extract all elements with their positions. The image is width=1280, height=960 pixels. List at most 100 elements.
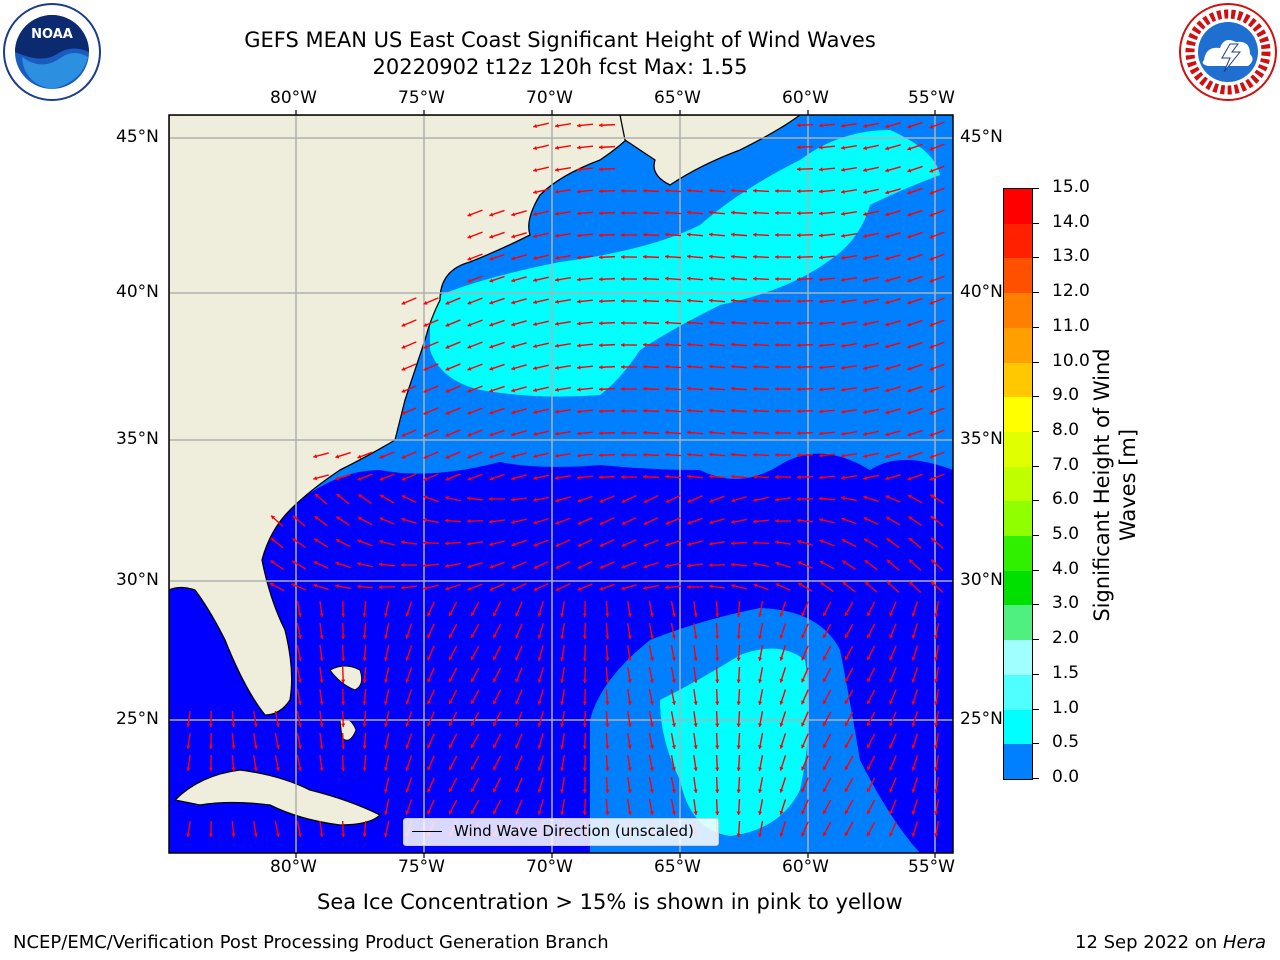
wave-arrow-head: [555, 409, 559, 414]
wave-arrow-head: [555, 586, 560, 591]
wave-arrow-head: [423, 322, 428, 327]
wave-arrow-head: [621, 276, 625, 282]
wave-arrow-head: [687, 520, 692, 525]
wave-arrow-head: [643, 232, 647, 237]
wave-arrow-head: [709, 584, 713, 589]
wave-arrow-head: [863, 431, 867, 437]
wave-arrow-head: [758, 789, 763, 793]
colorbar-tick-mark: [1033, 257, 1039, 259]
wave-arrow-head: [797, 211, 801, 216]
colorbar-segment: [1004, 223, 1032, 259]
wave-arrow-head: [470, 634, 475, 639]
wave-arrow-head: [736, 657, 741, 661]
wave-arrow-head: [621, 542, 626, 547]
wave-arrow-head: [511, 587, 516, 591]
wave-arrow-head: [253, 723, 258, 727]
wave-arrow-head: [758, 701, 763, 705]
wave-arrow-head: [779, 656, 784, 661]
wave-arrow-head: [775, 188, 779, 194]
wave-arrow-head: [693, 679, 698, 683]
wave-arrow-head: [709, 520, 714, 525]
wave-arrow-head: [253, 833, 258, 837]
wave-arrow-head: [907, 146, 912, 151]
wave-arrow-head: [885, 256, 890, 261]
wave-arrow-head: [489, 234, 494, 239]
wave-arrow-head: [467, 234, 472, 239]
wave-arrow-head: [841, 475, 845, 480]
wave-arrow-head: [866, 788, 871, 793]
wave-arrow-head: [709, 452, 713, 457]
wave-arrow-head: [555, 453, 559, 458]
wave-arrow-head: [801, 744, 806, 749]
wave-arrow-head: [885, 300, 890, 305]
wave-arrow-head: [313, 476, 318, 481]
wave-arrow-head: [693, 723, 698, 727]
wave-arrow-head: [605, 789, 610, 793]
wave-arrow-head: [275, 767, 281, 771]
wave-arrow-head: [537, 766, 542, 771]
wave-arrow-head: [649, 811, 655, 815]
wave-arrow-head: [709, 276, 713, 281]
wave-arrow-head: [470, 766, 475, 771]
wave-arrow-head: [489, 496, 493, 502]
wave-arrow-head: [379, 517, 384, 522]
wave-arrow-head: [709, 320, 713, 325]
wave-arrow-head: [934, 789, 939, 793]
wave-arrow-head: [687, 584, 691, 590]
wave-arrow-head: [779, 766, 784, 771]
wave-arrow-head: [801, 788, 806, 793]
wave-arrow-head: [605, 613, 610, 617]
wave-arrow-head: [709, 232, 713, 237]
wave-arrow-head: [423, 563, 427, 568]
wave-arrow-head: [467, 476, 472, 481]
wave-arrow-head: [275, 723, 281, 727]
wave-arrow-head: [889, 678, 894, 683]
wave-arrow-head: [362, 679, 367, 683]
wave-arrow-head: [929, 256, 934, 261]
wave-arrow-head: [470, 700, 475, 705]
wave-arrow-head: [671, 635, 676, 639]
wave-arrow-head: [822, 788, 827, 793]
wave-arrow-head: [907, 344, 912, 349]
wave-arrow-head: [445, 322, 450, 327]
wave-arrow-head: [621, 408, 625, 414]
wave-arrow-head: [863, 453, 867, 459]
wave-arrow-head: [929, 212, 934, 217]
wave-arrow-head: [709, 254, 713, 259]
wave-arrow-head: [560, 657, 565, 661]
wave-arrow-head: [362, 767, 367, 771]
wave-arrow-head: [758, 745, 763, 749]
wave-arrow-head: [401, 476, 406, 481]
wave-arrow-head: [511, 432, 516, 437]
wave-arrow-head: [515, 612, 520, 617]
wave-arrow-head: [643, 342, 647, 347]
wave-arrow-head: [423, 366, 428, 371]
wave-arrow-head: [582, 745, 587, 749]
wave-arrow-head: [929, 124, 934, 129]
colorbar-tick-mark: [1033, 500, 1039, 502]
wave-arrow-head: [889, 810, 894, 815]
wave-arrow-head: [489, 586, 494, 591]
wave-arrow-head: [319, 679, 324, 683]
wave-arrow-head: [934, 723, 939, 727]
colorbar-segment: [1004, 640, 1032, 676]
wave-arrow-head: [383, 833, 389, 837]
wave-arrow-head: [885, 410, 890, 415]
wave-arrow-head: [427, 766, 432, 771]
wave-arrow-head: [665, 408, 669, 413]
wave-arrow-head: [671, 657, 676, 661]
wave-arrow-head: [445, 432, 450, 437]
wave-arrow-head: [560, 701, 565, 705]
wave-arrow-head: [511, 410, 516, 415]
wave-arrow-head: [489, 410, 494, 415]
wave-arrow-head: [731, 364, 735, 369]
wave-arrow-head: [844, 788, 849, 793]
wave-arrow-head: [775, 232, 779, 238]
wave-arrow-head: [319, 657, 324, 661]
wave-arrow-head: [665, 188, 669, 193]
wave-arrow-head: [537, 810, 542, 815]
wave-arrow-head: [467, 256, 472, 261]
wave-arrow-head: [665, 563, 669, 569]
wave-arrow-head: [907, 432, 912, 437]
wave-arrow-head: [621, 586, 626, 591]
